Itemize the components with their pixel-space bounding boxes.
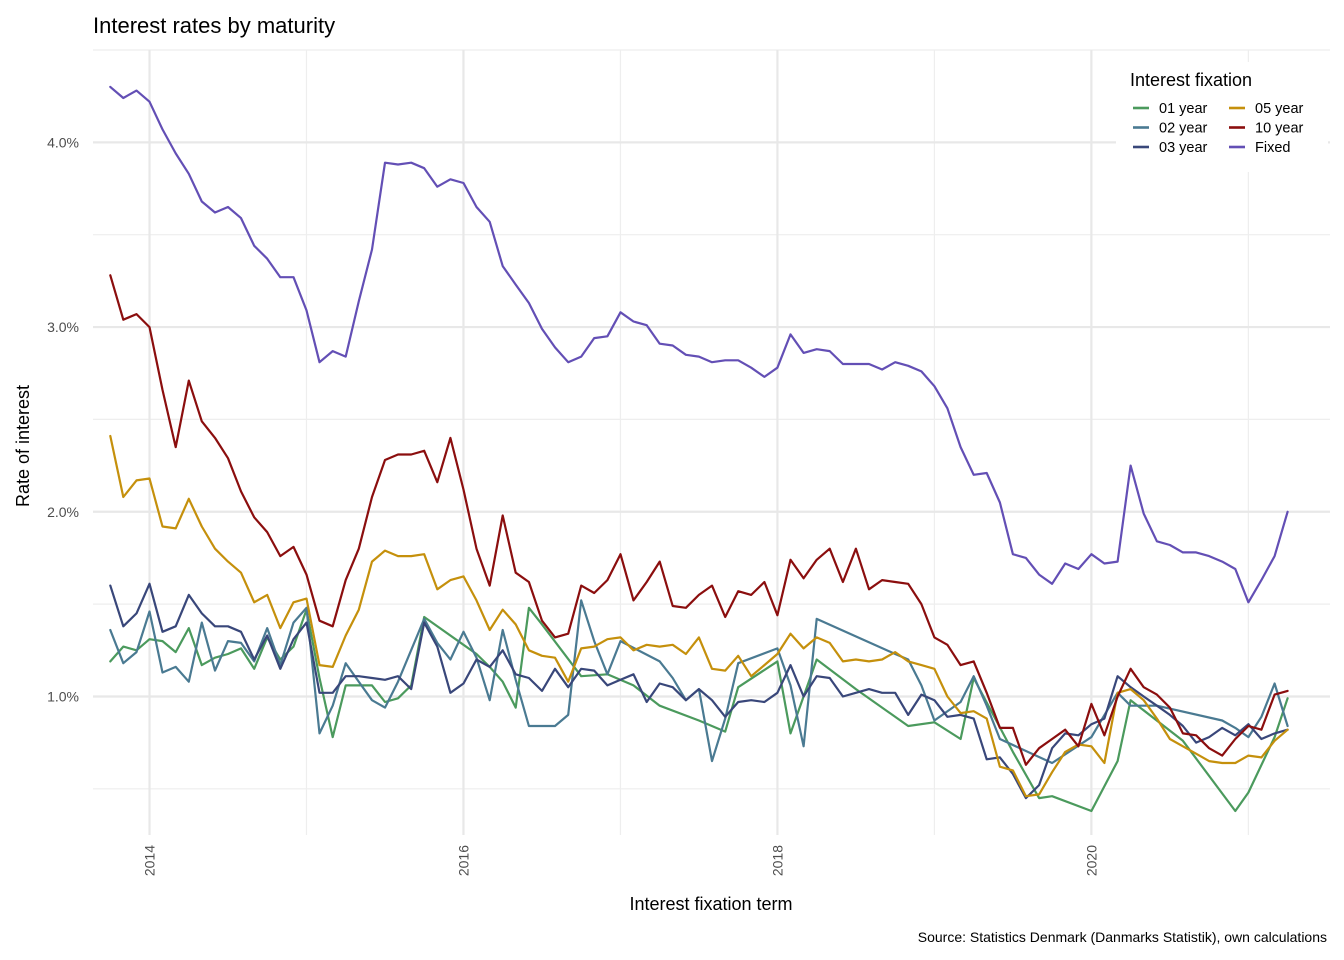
legend-item: 10 year [1229, 121, 1304, 137]
legend-label: 10 year [1255, 121, 1304, 137]
x-axis-title: Interest fixation term [629, 894, 792, 914]
y-tick-label: 4.0% [47, 134, 79, 150]
legend-label: 03 year [1159, 140, 1208, 156]
series-layer [109, 85, 1289, 813]
legend-item: 03 year [1133, 140, 1208, 156]
y-tick-label: 2.0% [47, 504, 79, 520]
legend-title: Interest fixation [1130, 70, 1252, 90]
axis-layer: 1.0% 2.0% 3.0% 4.0% 2014 2016 2018 2020 [47, 134, 1099, 876]
legend-background [1116, 62, 1328, 172]
x-tick-label: 2016 [455, 845, 471, 876]
legend-label: Fixed [1255, 140, 1290, 156]
y-tick-label: 3.0% [47, 319, 79, 335]
y-axis-title: Rate of interest [13, 385, 33, 507]
legend-label: 01 year [1159, 101, 1208, 117]
y-tick-label: 1.0% [47, 688, 79, 704]
x-tick-label: 2014 [142, 845, 158, 876]
legend-item: Fixed [1229, 140, 1290, 156]
x-tick-label: 2020 [1083, 845, 1099, 876]
series-line-fixed [109, 85, 1289, 604]
legend-item: 01 year [1133, 101, 1208, 117]
legend-item: 02 year [1133, 121, 1208, 137]
legend-label: 05 year [1255, 101, 1304, 117]
series-line-03-year [109, 582, 1289, 800]
chart-title: Interest rates by maturity [93, 13, 335, 38]
series-line-05-year [109, 434, 1289, 798]
legend-item: 05 year [1229, 101, 1304, 117]
chart-caption: Source: Statistics Denmark (Danmarks Sta… [918, 929, 1327, 945]
series-line-10-year [109, 274, 1289, 766]
legend-items: 01 year 02 year 03 year 05 year 10 year Fixed [1133, 101, 1304, 156]
legend-label: 02 year [1159, 121, 1208, 137]
series-line-01-year [109, 606, 1289, 813]
x-tick-label: 2018 [769, 845, 785, 876]
